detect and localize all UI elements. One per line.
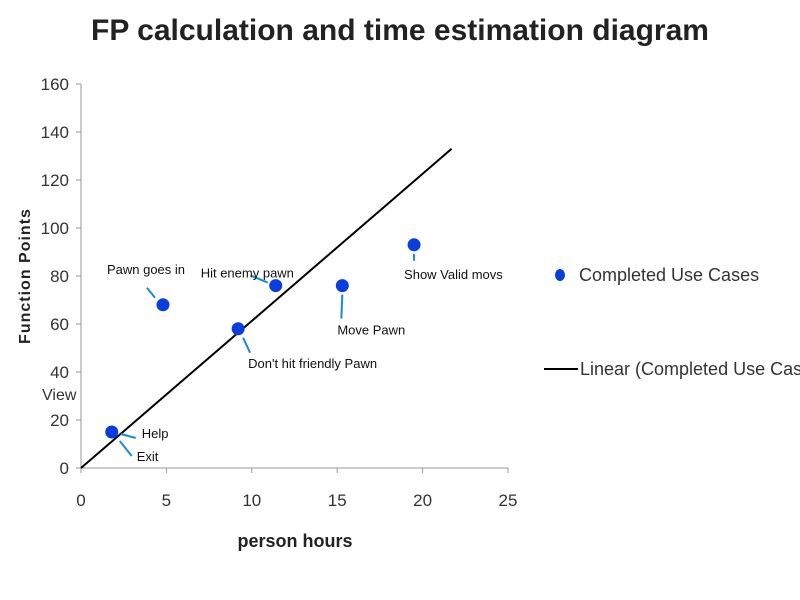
x-tick-label: 15 [328,491,347,510]
y-tick-label: 0 [60,459,69,478]
y-tick-label: 60 [50,315,69,334]
y-tick-label: 80 [50,267,69,286]
x-tick-label: 20 [413,491,432,510]
annotation-leader [146,287,156,299]
data-point [105,425,119,439]
legend-label-completed: Completed Use Cases [579,265,759,285]
points-layer [105,238,421,439]
y-axis-label: Function Points [17,208,34,344]
data-point [335,279,349,293]
trendline-layer [80,148,453,469]
annotation-leader [250,274,269,284]
y-tick-label: 20 [50,411,69,430]
data-label: Move Pawn [337,323,405,338]
data-label: Pawn goes in [107,262,185,277]
trendline [80,148,453,469]
x-tick-label: 10 [242,491,261,510]
y-tick-label: 40 [50,363,69,382]
data-point [231,322,245,336]
data-label: Exit [137,449,159,464]
y-tick-label: 160 [41,75,69,94]
x-tick-label: 5 [162,491,171,510]
y-tick-label: 120 [41,171,69,190]
y-tick-label: 140 [41,123,69,142]
annotation-leader [340,294,344,319]
annotation-leader [118,440,133,457]
data-point [156,298,170,312]
x-tick-label: 0 [76,491,85,510]
x-axis-label: person hours [237,531,352,551]
data-point [269,279,283,293]
y-ticks: 0 20 40 60 80 100 120 140 160 [41,75,81,478]
data-label: Help [142,426,169,441]
data-label: Show Valid movs [404,267,503,282]
legend-label-linear: Linear (Completed Use Cases) [580,359,800,379]
x-ticks: 0 5 10 15 20 25 [76,468,517,510]
data-label: Don't hit friendly Pawn [248,356,377,371]
data-label: Hit enemy pawn [201,266,294,281]
x-tick-label: 25 [499,491,518,510]
chart-title: FP calculation and time estimation diagr… [91,14,709,47]
legend: Completed Use Cases Linear (Completed Us… [544,265,800,379]
annotation-leader [120,433,137,439]
annotation-leader [242,337,252,354]
y-tick-label: 100 [41,219,69,238]
annotation-leaders [118,253,416,457]
legend-marker-completed [555,269,565,281]
stray-label: View [42,387,77,404]
annotations-layer: Help Exit Pawn goes in Don't hit friendly P… [107,262,503,464]
data-point [407,238,421,252]
